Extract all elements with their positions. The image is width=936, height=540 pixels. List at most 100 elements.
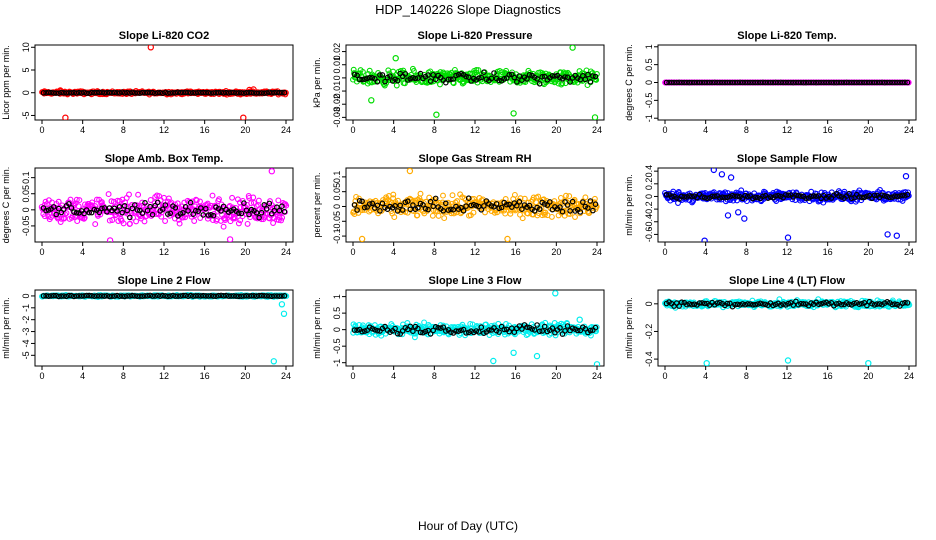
y-tick-label: 0.05 (332, 183, 342, 201)
mean-point (815, 301, 822, 308)
mean-point (60, 90, 67, 96)
mean-point (96, 293, 103, 299)
outlier-point (784, 357, 792, 364)
mean-point (218, 208, 224, 214)
mean-point (762, 79, 769, 86)
mean-point (681, 79, 688, 86)
point (557, 194, 564, 201)
mean-point (879, 79, 885, 86)
mean-point (50, 292, 57, 299)
mean-point (266, 200, 273, 207)
mean-point (53, 211, 60, 218)
panel-5: Slope Gas Stream RH 0 4 8 12 16 20 24 -0.1-0.05 0… (312, 153, 605, 257)
mean-point (562, 74, 568, 80)
mean-point (281, 89, 288, 96)
mean-point (587, 79, 594, 85)
mean-point (899, 192, 906, 199)
mean-point (904, 300, 911, 306)
data-points (350, 290, 601, 366)
x-tick-label: 4 (391, 371, 396, 381)
mean-point (119, 293, 126, 299)
mean-point (354, 207, 360, 213)
point (61, 215, 68, 222)
mean-point (775, 79, 781, 86)
mean-point (205, 212, 212, 218)
mean-point (663, 79, 670, 86)
point (193, 197, 200, 204)
mean-point (430, 203, 437, 210)
data-points (350, 45, 600, 120)
mean-point (592, 201, 599, 208)
mean-point (205, 89, 212, 96)
mean-point (94, 89, 100, 96)
mean-point (886, 194, 893, 201)
mean-point (884, 79, 891, 86)
mean-point (846, 190, 852, 197)
mean-point (902, 192, 908, 199)
point (572, 214, 578, 220)
mean-point (767, 194, 774, 200)
point (437, 81, 443, 88)
mean-point (149, 89, 156, 96)
mean-point (281, 208, 288, 215)
mean-point (744, 193, 751, 200)
mean-point (374, 327, 381, 334)
mean-point (241, 200, 247, 206)
mean-point (96, 209, 103, 216)
mean-point (754, 194, 761, 201)
mean-point (864, 302, 870, 309)
mean-point (167, 210, 174, 217)
mean-point (43, 90, 49, 96)
mean-point (132, 293, 138, 299)
mean-point (81, 293, 87, 299)
mean-point (714, 300, 721, 306)
mean-point (228, 293, 235, 299)
outlier-point (392, 55, 399, 62)
mean-point (104, 89, 110, 96)
mean-point (833, 301, 840, 307)
mean-point (60, 293, 67, 299)
mean-point (246, 89, 252, 96)
mean-point (491, 70, 497, 76)
mean-point (795, 79, 802, 86)
mean-point (564, 202, 571, 208)
x-tick-label: 0 (662, 371, 667, 381)
mean-point (585, 71, 591, 78)
x-tick-label: 0 (662, 247, 667, 257)
mean-point (361, 204, 368, 211)
y-tick-label: 1 (644, 44, 654, 49)
mean-point (351, 202, 358, 208)
mean-point (420, 202, 426, 208)
mean-point (261, 292, 268, 299)
mean-point (889, 301, 896, 308)
mean-point (101, 293, 108, 299)
mean-point (585, 205, 591, 211)
mean-point (185, 89, 191, 96)
outlier-point (240, 114, 247, 120)
mean-point (415, 75, 421, 81)
mean-point (481, 203, 487, 209)
mean-point (493, 201, 500, 207)
mean-point (724, 194, 731, 201)
mean-point (536, 81, 543, 87)
mean-point (442, 200, 449, 207)
mean-point (377, 72, 383, 78)
mean-point (749, 301, 756, 308)
mean-point (734, 79, 741, 86)
mean-point (258, 292, 265, 299)
point (564, 320, 571, 327)
figure-title: HDP_140226 Slope Diagnostics (375, 2, 561, 17)
mean-point (853, 79, 860, 86)
y-tick-label: 5 (21, 67, 31, 72)
point (41, 213, 48, 220)
mean-point (187, 292, 194, 299)
mean-point (808, 79, 814, 86)
x-tick-label: 8 (432, 125, 437, 135)
point (176, 220, 183, 227)
mean-point (382, 323, 388, 330)
mean-point (86, 209, 93, 216)
mean-point (552, 73, 558, 79)
mean-point (410, 328, 416, 335)
mean-point (243, 207, 250, 214)
